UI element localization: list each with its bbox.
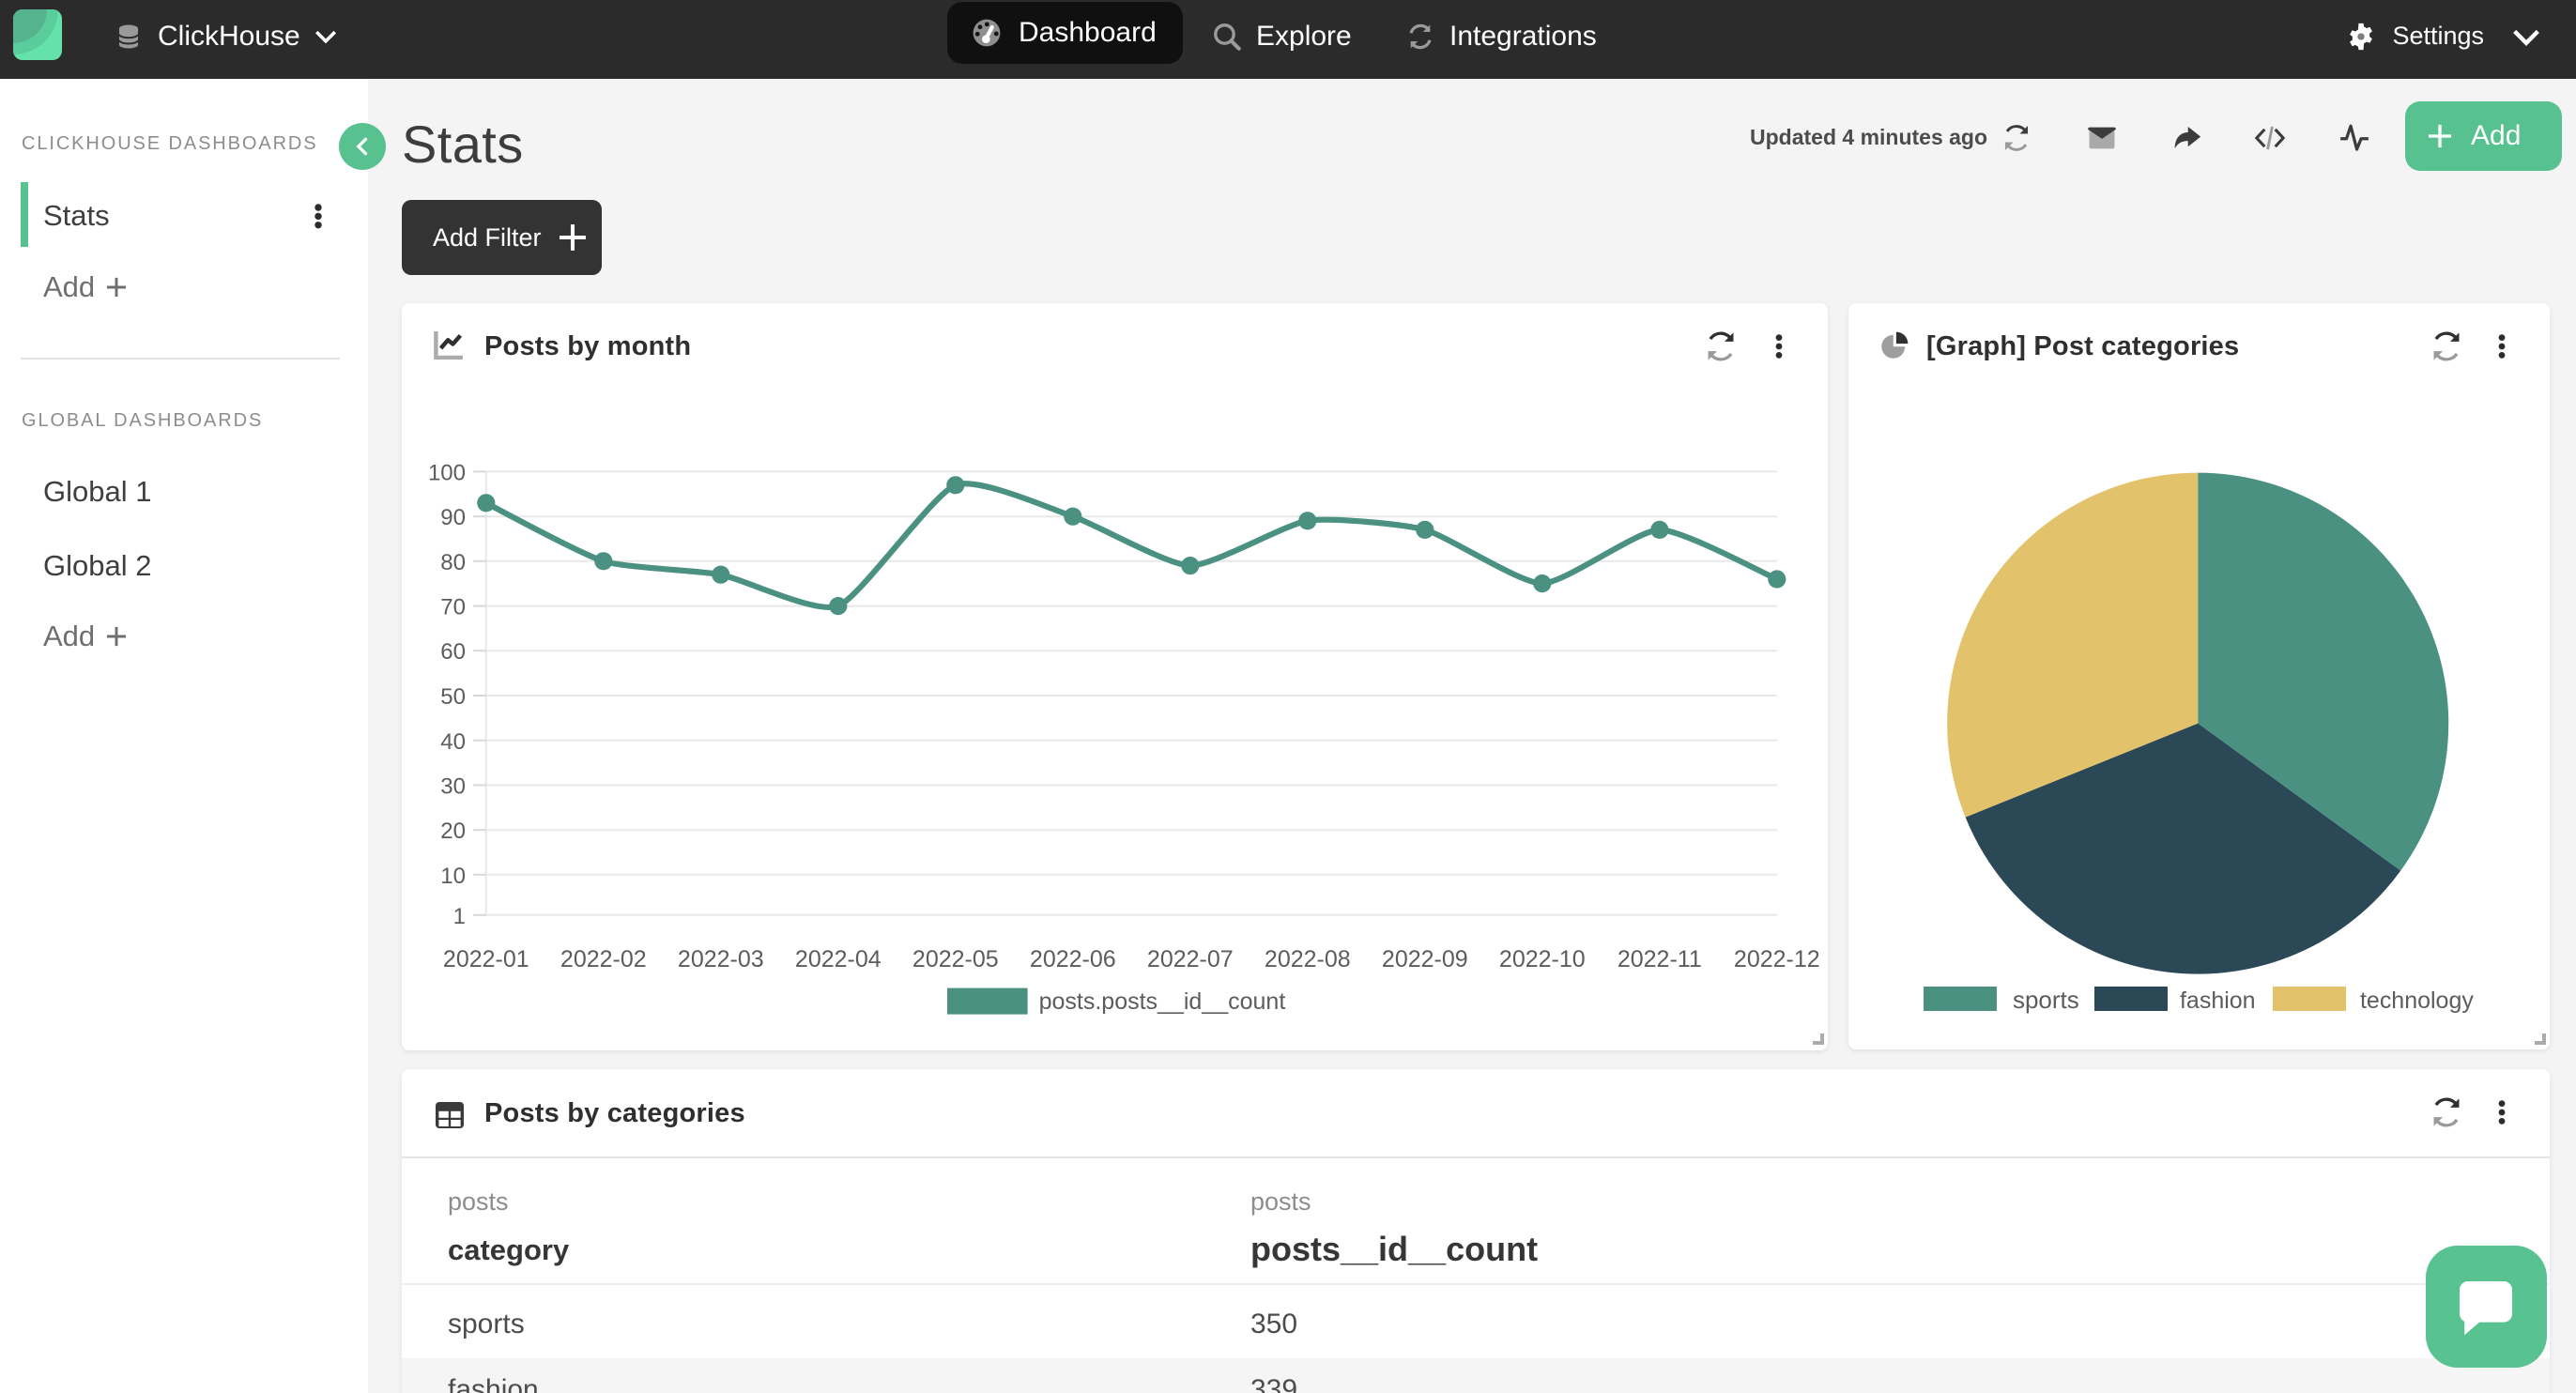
svg-text:2022-08: 2022-08 [1265,946,1351,972]
svg-text:2022-10: 2022-10 [1499,946,1586,972]
svg-text:posts.posts__id__count: posts.posts__id__count [1039,988,1286,1015]
svg-text:1: 1 [453,904,466,929]
svg-text:2022-02: 2022-02 [560,946,647,972]
svg-text:fashion: fashion [2180,987,2256,1014]
svg-text:2022-09: 2022-09 [1382,946,1468,972]
svg-text:20: 20 [440,819,466,844]
svg-text:50: 50 [440,684,466,710]
svg-text:10: 10 [440,864,466,889]
svg-text:30: 30 [440,773,466,799]
svg-text:70: 70 [440,595,466,620]
svg-text:80: 80 [440,550,466,575]
svg-text:2022-12: 2022-12 [1734,946,1820,972]
svg-text:100: 100 [428,460,466,485]
svg-text:2022-11: 2022-11 [1618,946,1702,972]
svg-text:2022-04: 2022-04 [795,946,882,972]
svg-text:2022-06: 2022-06 [1030,946,1116,972]
svg-text:2022-03: 2022-03 [678,946,764,972]
svg-text:60: 60 [440,639,466,665]
svg-text:sports: sports [2013,986,2079,1014]
svg-text:2022-05: 2022-05 [912,946,999,972]
svg-text:2022-01: 2022-01 [443,946,529,972]
svg-text:2022-07: 2022-07 [1147,946,1234,972]
svg-text:40: 40 [440,729,466,755]
svg-text:90: 90 [440,505,466,530]
svg-text:technology: technology [2360,987,2474,1014]
